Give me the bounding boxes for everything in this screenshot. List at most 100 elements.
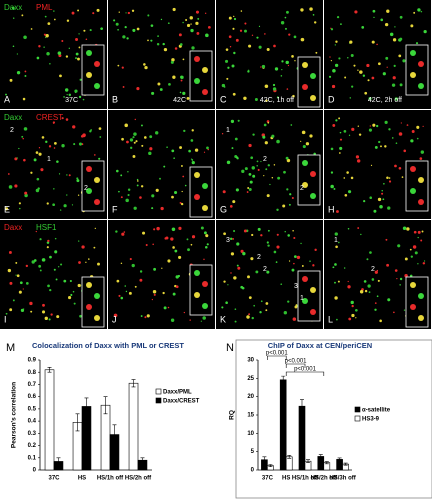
nuclear-dot	[46, 202, 49, 205]
nuclear-dot	[399, 284, 401, 286]
nuclear-dot	[309, 260, 311, 262]
nuclear-dot	[41, 258, 46, 262]
nuclear-dot	[166, 146, 168, 149]
nuclear-dot	[287, 300, 290, 303]
nuclear-dot	[301, 130, 306, 135]
nuclear-dot	[412, 245, 417, 249]
nuclear-dot	[283, 170, 286, 174]
nuclear-dot	[234, 320, 237, 323]
nuclear-dot	[400, 122, 402, 124]
nuclear-dot	[5, 312, 8, 315]
significance-label: p<0.001	[285, 359, 308, 365]
nuclear-dot	[286, 188, 289, 191]
nuclear-dot	[45, 140, 48, 144]
nuclear-dot	[260, 234, 263, 237]
nuclear-dot	[252, 174, 256, 178]
nuclear-dot	[344, 193, 348, 197]
nuclear-dot	[272, 87, 277, 91]
nuclear-dot	[75, 57, 78, 60]
nuclear-dot	[285, 10, 289, 14]
nuclear-dot	[264, 33, 266, 35]
nuclear-dot	[337, 280, 340, 283]
inset-dot	[86, 282, 92, 288]
nuclear-dot	[264, 84, 269, 89]
nuclear-dot	[350, 300, 354, 305]
nuclear-dot	[250, 156, 254, 160]
channel-label: PML	[36, 3, 53, 12]
significance-bracket	[285, 363, 306, 368]
nuclear-dot	[266, 48, 270, 52]
nuclear-dot	[262, 135, 266, 139]
nuclear-dot	[155, 131, 159, 135]
nuclear-dot	[338, 117, 341, 120]
nuclear-dot	[162, 291, 165, 295]
nuclear-dot	[155, 188, 159, 192]
inset-dot	[94, 199, 100, 205]
nuclear-dot	[348, 134, 351, 136]
significance-label: p<0.001	[294, 367, 317, 373]
nuclear-dot	[267, 229, 270, 232]
nuclear-dot	[368, 128, 373, 132]
nuclear-dot	[254, 97, 258, 101]
nuclear-dot	[248, 188, 252, 191]
nuclear-dot	[222, 190, 226, 194]
legend-swatch	[354, 406, 361, 413]
nuclear-dot	[35, 188, 40, 193]
nuclear-dot	[422, 125, 424, 128]
nuclear-dot	[130, 146, 133, 150]
bar	[100, 404, 111, 471]
nuclear-dot	[392, 38, 397, 42]
nuclear-dot	[133, 132, 137, 136]
legend-swatch	[354, 415, 361, 422]
nuclear-dot	[271, 176, 274, 179]
nuclear-dot	[334, 232, 338, 236]
nuclear-dot	[248, 44, 252, 48]
region-marker: 2	[263, 156, 267, 163]
nuclear-dot	[369, 251, 372, 254]
significance-bracket	[285, 371, 325, 376]
nuclear-dot	[24, 75, 27, 77]
nuclear-dot	[371, 278, 375, 281]
nuclear-dot	[415, 42, 419, 45]
x-tick-label: HS	[282, 476, 290, 482]
nuclear-dot	[236, 264, 239, 267]
nuclear-dot	[376, 124, 379, 128]
nuclear-dot	[145, 244, 148, 247]
nuclear-dot	[188, 149, 191, 153]
nuclear-dot	[232, 237, 235, 240]
nuclear-dot	[184, 184, 187, 187]
nuclear-dot	[179, 43, 183, 46]
error-bar	[84, 397, 89, 416]
region-marker: 2	[257, 254, 261, 261]
nuclear-dot	[136, 27, 140, 31]
panel-letter: H	[328, 204, 335, 214]
nuclear-dot	[181, 190, 183, 193]
nuclear-dot	[82, 133, 86, 138]
nuclear-dot	[265, 302, 269, 305]
condition-label: 42C, 1h off	[260, 97, 294, 104]
nuclear-dot	[343, 267, 346, 269]
nuclear-dot	[276, 139, 280, 144]
nuclear-dot	[151, 194, 155, 198]
chart-title: ChIP of Daxx at CEN/periCEN	[268, 341, 372, 350]
nuclear-dot	[260, 66, 262, 68]
nuclear-dot	[171, 195, 174, 199]
nuclear-dot	[280, 283, 283, 286]
nuclear-dot	[126, 37, 129, 40]
inset-dot	[418, 177, 424, 183]
nuclear-dot	[54, 237, 57, 240]
y-tick-label: 0.9	[28, 358, 37, 364]
nuclear-dot	[417, 230, 421, 234]
nuclear-dot	[20, 308, 25, 312]
y-tick-label: 0	[33, 468, 37, 474]
nuclear-dot	[275, 261, 278, 263]
nuclear-dot	[282, 204, 286, 208]
nuclear-dot	[200, 320, 202, 322]
nuclear-dot	[351, 85, 354, 88]
nuclear-dot	[347, 285, 351, 289]
y-tick-label: 0	[251, 468, 255, 474]
nuclear-dot	[78, 240, 80, 242]
nuclear-dot	[79, 314, 82, 318]
nuclear-dot	[78, 95, 82, 99]
nuclear-dot	[49, 255, 52, 259]
